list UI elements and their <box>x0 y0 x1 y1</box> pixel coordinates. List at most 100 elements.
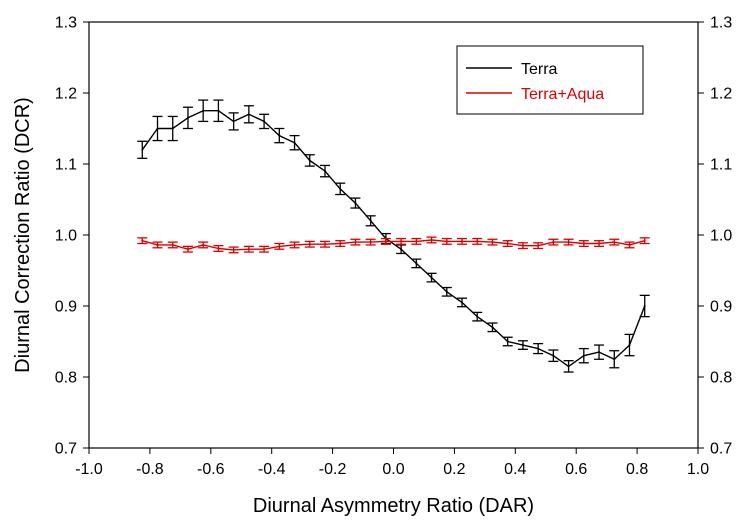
x-tick-label: -0.6 <box>197 461 225 478</box>
x-tick-label: 0.8 <box>626 461 648 478</box>
data-point <box>643 239 646 242</box>
data-point <box>461 240 464 243</box>
data-point <box>323 170 326 173</box>
y-tick-label-left: 0.7 <box>55 441 77 458</box>
data-point <box>339 242 342 245</box>
legend-label: Terra+Aqua <box>521 86 604 103</box>
data-point <box>552 354 555 357</box>
data-point <box>537 347 540 350</box>
series-terra <box>137 99 650 373</box>
data-point <box>308 159 311 162</box>
data-point <box>430 238 433 241</box>
data-point <box>400 240 403 243</box>
data-point <box>643 305 646 307</box>
series-layer <box>137 99 650 373</box>
data-point <box>217 109 220 112</box>
data-point <box>445 290 448 293</box>
data-point <box>263 248 266 251</box>
data-point <box>521 344 524 347</box>
axes: -1.0 -0.8 -0.6 -0.4 -0.2 0.0 0.2 0.4 0.6 0.8 1.0 0.… <box>55 15 733 479</box>
data-point <box>476 240 479 243</box>
y-tick-label-right: 1.0 <box>710 228 732 245</box>
x-tick-label: -0.8 <box>136 461 164 478</box>
y-tick-label-right: 0.9 <box>710 299 732 316</box>
data-point <box>202 243 205 246</box>
data-point <box>567 241 570 244</box>
x-tick-label: -1.0 <box>75 461 103 478</box>
data-point <box>491 326 494 329</box>
data-point <box>141 148 144 151</box>
data-point <box>384 240 387 243</box>
data-point <box>613 241 616 244</box>
y-tick-label-right: 0.7 <box>710 441 732 458</box>
legend-box <box>456 45 644 115</box>
data-point <box>506 340 509 343</box>
y-tick-label-left: 0.9 <box>55 299 77 316</box>
data-point <box>293 243 296 246</box>
data-point <box>339 187 342 190</box>
data-point <box>369 219 372 222</box>
data-point <box>613 358 616 361</box>
data-point <box>278 245 281 248</box>
x-tick-label: -0.2 <box>319 461 347 478</box>
data-point <box>598 351 601 354</box>
data-point <box>476 315 479 318</box>
data-point <box>232 120 235 123</box>
data-point <box>567 365 570 368</box>
data-point <box>293 141 296 144</box>
y-tick-label-right: 0.8 <box>710 370 732 387</box>
y-tick-label-left: 1.3 <box>55 15 77 32</box>
x-tick-label: 0.6 <box>565 461 587 478</box>
series-line <box>141 109 646 368</box>
data-point <box>186 248 189 251</box>
data-point <box>247 113 250 116</box>
y-tick-label-left: 1.2 <box>55 86 77 103</box>
data-point <box>156 243 159 246</box>
data-point <box>582 354 585 357</box>
data-point <box>156 127 159 130</box>
y-tick-label-left: 1.0 <box>55 228 77 245</box>
data-point <box>141 239 144 242</box>
data-point <box>323 243 326 246</box>
data-point <box>415 240 418 243</box>
x-axis-title: Diurnal Asymmetry Ratio (DAR) <box>253 495 534 517</box>
series-terra-aqua <box>137 236 650 254</box>
y-tick-label-right: 1.3 <box>710 15 732 32</box>
data-point <box>308 243 311 246</box>
series-line <box>142 239 645 251</box>
data-point <box>521 244 524 247</box>
legend: Terra Terra+Aqua <box>456 45 644 115</box>
data-point <box>202 109 205 112</box>
data-point <box>232 248 235 251</box>
data-point <box>415 262 418 265</box>
data-point <box>171 243 174 246</box>
x-tick-label: 0.2 <box>443 461 465 478</box>
data-point <box>186 116 189 119</box>
data-point <box>491 241 494 244</box>
x-tick-label: 0.4 <box>504 461 526 478</box>
y-tick-label-left: 0.8 <box>55 370 77 387</box>
data-point <box>430 276 433 279</box>
x-tick-label: -0.4 <box>258 461 286 478</box>
data-point <box>506 242 509 245</box>
data-point <box>217 247 220 250</box>
data-point <box>278 134 281 137</box>
data-point <box>400 248 403 251</box>
data-point <box>171 127 174 130</box>
data-point <box>628 243 631 246</box>
data-point <box>369 241 372 244</box>
data-point <box>354 241 357 244</box>
y-tick-label-right: 1.2 <box>710 86 732 103</box>
x-tick-label: 0.0 <box>382 461 404 478</box>
data-point <box>582 242 585 245</box>
data-point <box>445 240 448 243</box>
data-point <box>552 241 555 244</box>
data-point <box>247 248 250 251</box>
data-point <box>461 301 464 304</box>
y-axis-title: Diurnal Correction Ratio (DCR) <box>12 97 34 373</box>
data-point <box>598 242 601 245</box>
legend-label: Terra <box>521 61 558 78</box>
y-tick-label-right: 1.1 <box>710 157 732 174</box>
data-point <box>263 120 266 123</box>
